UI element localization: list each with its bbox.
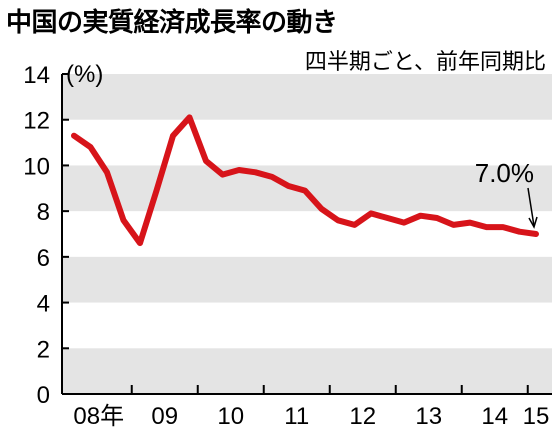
x-tick-label: 12 [349, 403, 376, 430]
y-tick-label: 2 [37, 336, 50, 363]
grid-band [62, 165, 552, 212]
grid-band [62, 256, 552, 303]
x-tick-label: 10 [217, 403, 244, 430]
x-tick-label: 08年 [73, 403, 124, 430]
y-axis-unit-label: (%) [66, 61, 103, 88]
y-ticks: 0 2 4 6 8 10 12 14 [23, 62, 69, 409]
x-tick-label: 11 [284, 403, 309, 430]
series-line [71, 114, 539, 247]
grid-band [62, 348, 552, 394]
grid-band [62, 74, 552, 120]
x-ticks: 08年 09 10 11 12 13 14 15 [73, 385, 549, 430]
chart-title: 中国の実質経済成長率の動き [6, 8, 338, 38]
annotation-arrowhead [528, 216, 538, 229]
grid-bands [62, 74, 552, 394]
y-tick-label: 6 [37, 245, 50, 272]
y-tick-label: 8 [37, 199, 50, 226]
y-tick-label: 0 [37, 382, 50, 409]
chart-subtitle: 四半期ごと、前年同期比 [304, 50, 546, 75]
y-tick-label: 4 [37, 291, 50, 318]
y-tick-label: 10 [23, 153, 50, 180]
x-tick-label: 13 [415, 403, 442, 430]
x-tick-label: 15 [523, 403, 550, 430]
y-tick-label: 12 [23, 108, 50, 135]
annotation: 7.0% [475, 158, 538, 229]
annotation-label: 7.0% [475, 158, 534, 188]
y-tick-label: 14 [23, 62, 50, 89]
x-tick-label: 09 [151, 403, 178, 430]
annotation-arrow [527, 187, 535, 227]
x-tick-label: 14 [481, 403, 508, 430]
